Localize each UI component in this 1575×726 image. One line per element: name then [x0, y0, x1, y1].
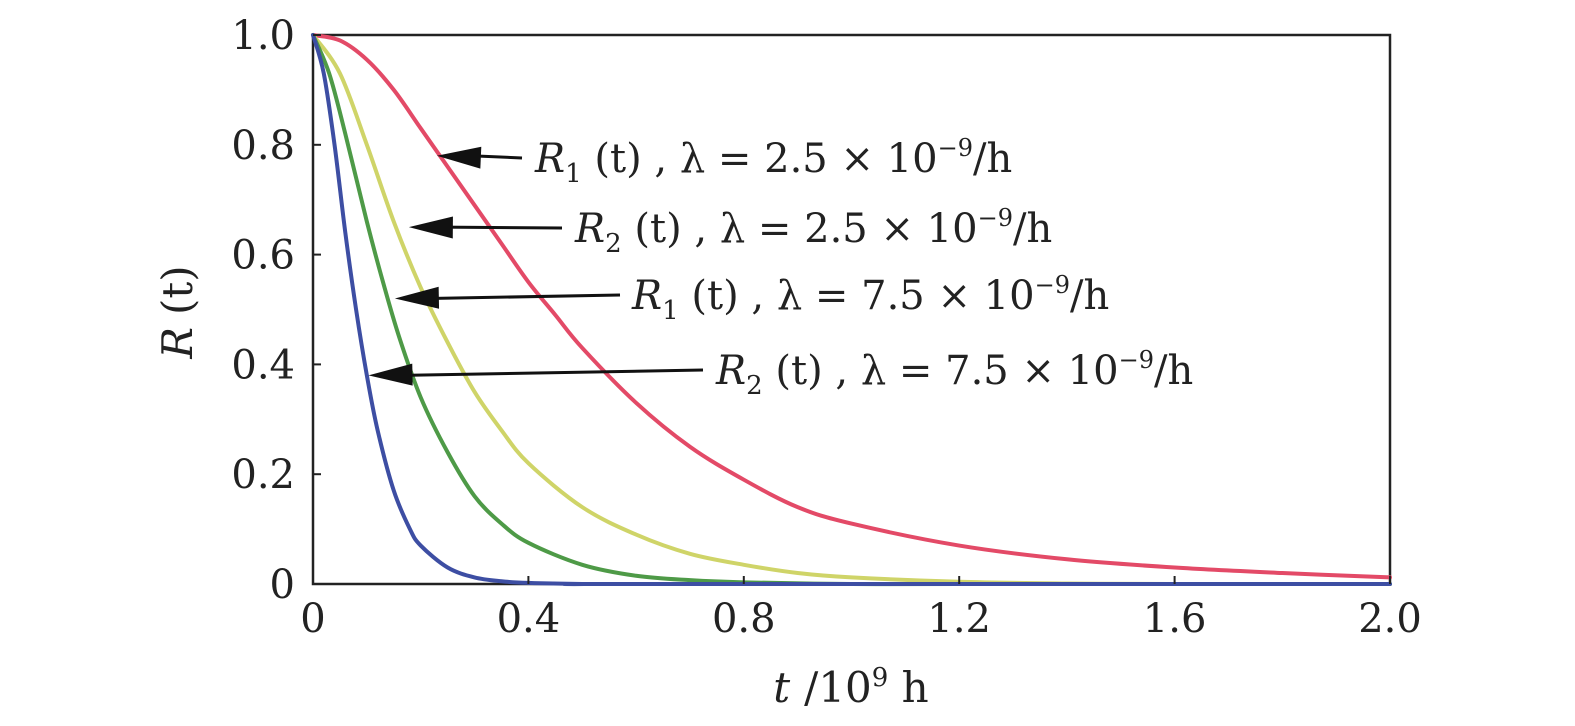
- y-axis-title: R(t): [153, 265, 202, 359]
- annotation-arrow-line: [428, 293, 621, 301]
- annotation-label: R2 (t) , λ = 7.5 × 10−9/h: [715, 346, 1193, 401]
- ticks-layer: 0 0.4 0.8 1.2 1.6 2.0 0 0.2 0.4 0.6 0.8 1.0: [231, 13, 1421, 642]
- annotation-3: R1 (t) , λ = 7.5 × 10−9/h: [394, 271, 1109, 326]
- x-tick-label: 0.8: [712, 596, 776, 642]
- annotation-arrow-head: [394, 286, 440, 309]
- y-tick-label: 0: [270, 562, 295, 608]
- annotation-label: R1 (t) , λ = 7.5 × 10−9/h: [631, 271, 1109, 326]
- y-tick-label: 0.6: [231, 233, 295, 279]
- annotation-label: R1 (t) , λ = 2.5 × 10−9/h: [534, 134, 1012, 189]
- annotation-4: R2 (t) , λ = 7.5 × 10−9/h: [368, 346, 1193, 401]
- x-tick-label: 2.0: [1358, 596, 1422, 642]
- x-tick-label: 0.4: [497, 596, 561, 642]
- x-tick-label: 0: [300, 596, 325, 642]
- series-line-4: [311, 33, 1392, 587]
- y-tick-label: 0.2: [231, 452, 295, 498]
- annotations-layer: R1 (t) , λ = 2.5 × 10−9/h R2 (t) , λ = 2.…: [368, 134, 1193, 401]
- annotation-1: R1 (t) , λ = 2.5 × 10−9/h: [436, 134, 1012, 189]
- annotation-arrow-head: [408, 216, 453, 239]
- x-tick-label: 1.6: [1143, 596, 1207, 642]
- annotation-arrow-line: [402, 368, 704, 377]
- annotation-2: R2 (t) , λ = 2.5 × 10−9/h: [408, 204, 1052, 259]
- annotation-arrow-line: [442, 225, 563, 230]
- y-tick-label: 1.0: [231, 13, 295, 59]
- series-line-1: [311, 33, 1392, 580]
- y-tick-label: 0.8: [231, 123, 295, 169]
- annotation-label: R2 (t) , λ = 2.5 × 10−9/h: [574, 204, 1052, 259]
- series-layer: [311, 33, 1392, 587]
- y-tick-label: 0.4: [231, 342, 295, 388]
- annotation-arrow-head: [368, 363, 413, 386]
- annotation-arrow-head: [436, 146, 482, 169]
- x-tick-label: 1.2: [927, 596, 991, 642]
- x-axis-title: t/109 h: [773, 663, 928, 712]
